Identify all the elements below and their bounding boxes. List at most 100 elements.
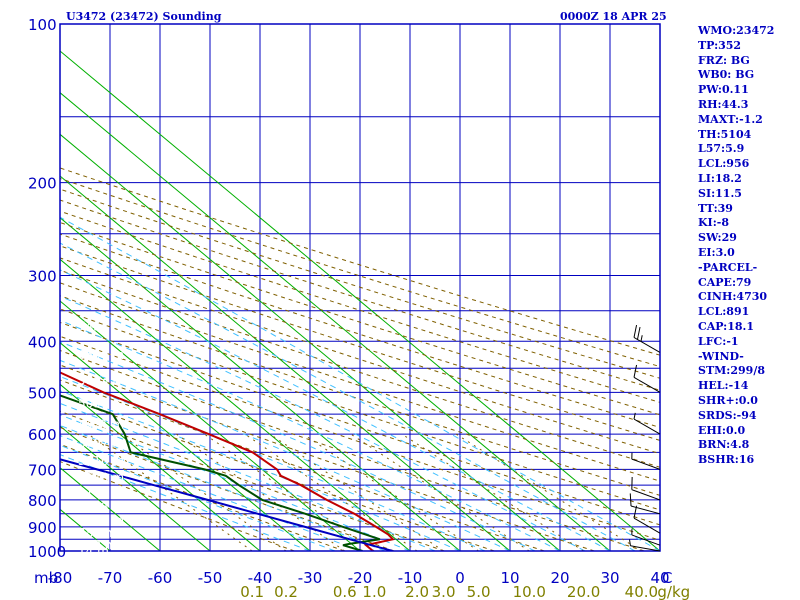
temperature-profile bbox=[60, 371, 395, 551]
wind-barb-staff bbox=[631, 489, 661, 501]
chart-time: 0000Z 18 APR 25 bbox=[560, 10, 667, 23]
wind-barb-half-flag bbox=[640, 335, 643, 342]
index-item: TP:352 bbox=[698, 38, 742, 52]
dewpoint-profile bbox=[60, 394, 381, 551]
dry-adiabat bbox=[60, 379, 545, 551]
wind-barb bbox=[633, 364, 661, 393]
wind-barb-staff bbox=[633, 418, 661, 435]
mixing-ratio-label: 20.0 bbox=[567, 583, 600, 600]
mixing-ratio-label: 0.6 bbox=[333, 583, 357, 600]
index-item: EI:3.0 bbox=[698, 245, 735, 259]
wind-barb bbox=[631, 477, 661, 501]
index-item: STM:299/8 bbox=[698, 364, 765, 378]
indices-panel: WMO:23472 TP:352 FRZ: BG WB0: BG PW:0.11 RH:4… bbox=[698, 24, 798, 468]
dry-adiabat bbox=[60, 257, 660, 455]
mixing-ratio-label: 5.0 bbox=[467, 583, 491, 600]
temperature-tick-label: 10 bbox=[500, 569, 519, 587]
height-label: 370 m bbox=[78, 538, 116, 552]
temperature-tick-label: 40 bbox=[650, 569, 669, 587]
height-label: 4421 m bbox=[78, 417, 124, 431]
mixing-ratio-line bbox=[350, 433, 530, 551]
index-item: -PARCEL- bbox=[698, 260, 758, 274]
parcel-path bbox=[60, 458, 393, 551]
dry-adiabat bbox=[60, 460, 295, 551]
wind-barb bbox=[629, 493, 661, 515]
height-label: 2673 m bbox=[78, 470, 124, 484]
index-item: RH:44.3 bbox=[698, 97, 749, 111]
pressure-tick-label: 700 bbox=[28, 461, 57, 479]
pressure-tick-label: 600 bbox=[28, 426, 57, 444]
index-item: SW:29 bbox=[698, 231, 737, 245]
moist-adiabat bbox=[60, 341, 536, 551]
temperature-tick-label: 30 bbox=[600, 569, 619, 587]
temperature-tick-label: -50 bbox=[198, 569, 223, 587]
temperature-tick-label: -70 bbox=[98, 569, 123, 587]
height-label: 1678 m bbox=[78, 500, 124, 514]
height-label: 784 m bbox=[78, 526, 116, 540]
index-item: SRDS:-94 bbox=[698, 408, 757, 422]
moist-adiabat bbox=[60, 242, 636, 551]
wind-barb-staff bbox=[631, 534, 661, 546]
wind-barb-flag bbox=[633, 324, 638, 338]
pressure-tick-label: 500 bbox=[28, 384, 57, 402]
index-item: LCL:891 bbox=[698, 305, 750, 319]
pressure-tick-label: 200 bbox=[28, 175, 57, 193]
moist-adiabat bbox=[60, 319, 561, 551]
dry-adiabat bbox=[60, 349, 645, 551]
index-item: HEL:-14 bbox=[698, 379, 749, 393]
mixing-ratio-label: 2.0 bbox=[405, 583, 429, 600]
dry-adiabat bbox=[60, 335, 660, 541]
index-item: CINH:4730 bbox=[698, 290, 768, 304]
wind-barb-half-flag bbox=[633, 412, 636, 420]
moist-adiabat bbox=[60, 390, 461, 551]
wind-barb bbox=[633, 324, 661, 353]
wind-barb-half-flag bbox=[629, 539, 631, 546]
isotherm-line bbox=[60, 92, 611, 551]
index-item: TT:39 bbox=[698, 201, 733, 215]
isotherm-line bbox=[60, 342, 311, 551]
isotherm-line bbox=[60, 50, 660, 551]
temperature-tick-label: -10 bbox=[398, 569, 423, 587]
temperature-tick-label: -20 bbox=[348, 569, 373, 587]
height-label: 5090 m bbox=[78, 397, 124, 411]
height-label: 2163 m bbox=[78, 486, 124, 500]
moist-adiabat bbox=[60, 216, 660, 551]
wind-barb-flag bbox=[633, 364, 638, 378]
temperature-tick-label: 20 bbox=[550, 569, 569, 587]
isotherm-line bbox=[60, 300, 361, 551]
height-label: 3797 m bbox=[78, 436, 124, 450]
index-item: CAP:18.1 bbox=[698, 319, 755, 333]
height-label: 5803 m bbox=[78, 374, 124, 388]
mixing-ratio-label: 10.0 bbox=[513, 583, 546, 600]
temperature-tick-label: -30 bbox=[298, 569, 323, 587]
dry-adiabat bbox=[60, 364, 595, 551]
index-item: LCL:956 bbox=[698, 157, 750, 171]
dry-adiabat bbox=[60, 269, 660, 468]
dry-adiabat bbox=[60, 245, 660, 441]
index-item: -WIND- bbox=[698, 349, 744, 363]
dry-adiabat bbox=[60, 210, 660, 403]
temperature-tick-label: 0 bbox=[455, 569, 465, 587]
mixing-ratio-label: 0.1 bbox=[240, 583, 264, 600]
pressure-tick-label: 800 bbox=[28, 492, 57, 510]
wind-barb-staff bbox=[633, 376, 661, 393]
dry-adiabat bbox=[60, 394, 495, 551]
height-label: 3216 m bbox=[78, 454, 124, 468]
pressure-tick-label: 100 bbox=[28, 16, 57, 34]
plot-frame bbox=[59, 23, 661, 552]
index-item: KI:-8 bbox=[698, 216, 729, 230]
mixing-ratio-label: 40.0 bbox=[625, 583, 658, 600]
wind-barb bbox=[631, 452, 661, 470]
dry-adiabat bbox=[60, 199, 660, 391]
dry-adiabat bbox=[60, 295, 660, 496]
mixing-ratio-unit-label: g/kg bbox=[657, 583, 690, 600]
wind-barb-staff bbox=[630, 545, 661, 552]
isotherm-line bbox=[60, 258, 411, 551]
wind-barb-flag bbox=[629, 493, 632, 507]
temperature-tick-label: -40 bbox=[248, 569, 273, 587]
chart-title: U3472 (23472) Sounding bbox=[66, 10, 222, 23]
isotherm-line bbox=[60, 217, 461, 551]
isotherm-line bbox=[0, 24, 10, 551]
mixing-ratio-line bbox=[302, 433, 479, 551]
